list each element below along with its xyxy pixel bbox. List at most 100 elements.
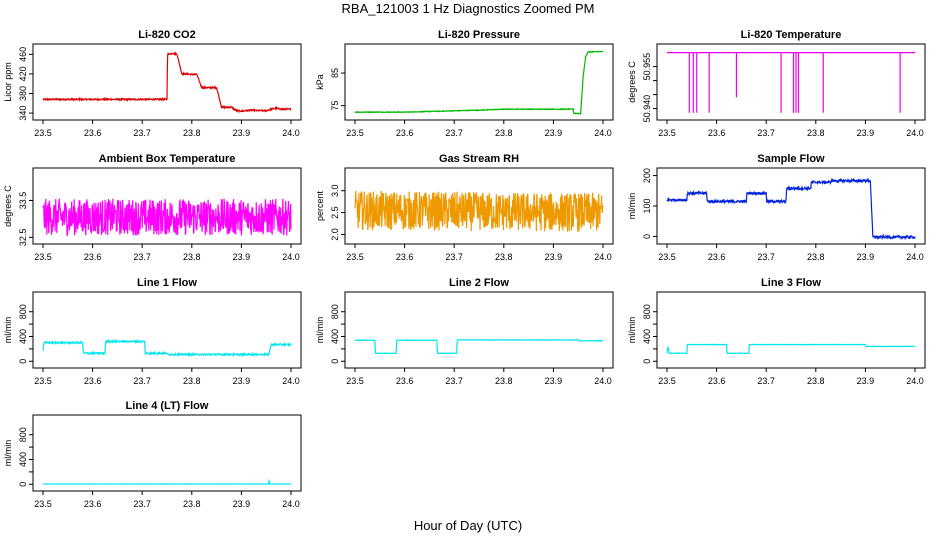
y-tick-label: 800 xyxy=(642,304,652,319)
plot-frame xyxy=(656,167,926,245)
panel-gas-stream-rh: Gas Stream RH 23.5 23.6 23.7 23.8 23.9 24.0 2.0… xyxy=(315,153,614,262)
x-tick-label: 23.7 xyxy=(757,128,775,138)
x-tick-label: 23.6 xyxy=(84,499,102,509)
y-tick-label: 100 xyxy=(642,198,652,213)
x-tick-label: 23.5 xyxy=(658,376,676,386)
series-line-sample-flow xyxy=(666,177,916,241)
y-axis-label: degrees C xyxy=(627,61,637,103)
plot-frame xyxy=(344,291,614,369)
panel-line-4-lt-flow: Line 4 (LT) Flow 23.5 23.6 23.7 23.8 23.9 24.0… xyxy=(3,400,302,509)
y-tick-label: 420 xyxy=(18,66,28,81)
y-tick-label: 380 xyxy=(18,86,28,101)
x-tick-label: 23.8 xyxy=(807,252,825,262)
x-tick-label: 23.7 xyxy=(133,499,151,509)
x-tick-label: 23.5 xyxy=(34,499,52,509)
y-tick-label: 85 xyxy=(330,68,340,78)
x-tick-label: 23.5 xyxy=(34,376,52,386)
y-tick-label: 0 xyxy=(18,359,28,364)
plot-frame xyxy=(344,43,614,121)
x-tick-label: 23.5 xyxy=(34,252,52,262)
figure-title: RBA_121003 1 Hz Diagnostics Zoomed PM xyxy=(341,1,595,16)
panel-li-820-pressure: Li-820 Pressure 23.5 23.6 23.7 23.8 23.9 24.0 7… xyxy=(315,29,614,138)
y-axis-label: Licor ppm xyxy=(3,62,13,102)
x-tick-label: 23.6 xyxy=(84,376,102,386)
x-tick-label: 23.9 xyxy=(545,128,563,138)
x-tick-label: 23.8 xyxy=(183,128,201,138)
plot-frame xyxy=(656,43,926,121)
y-tick-label: 3.0 xyxy=(330,184,340,197)
x-tick-label: 23.8 xyxy=(183,252,201,262)
plot-frame xyxy=(344,167,614,245)
panel-title: Line 3 Flow xyxy=(761,277,821,289)
y-tick-label: 33.5 xyxy=(18,192,28,210)
panel-ambient-box-temperature: Ambient Box Temperature 23.5 23.6 23.7 23.8 2… xyxy=(3,153,302,262)
y-tick-label: 0 xyxy=(330,359,340,364)
series-line-line-1-flow xyxy=(42,338,292,358)
x-tick-label: 23.9 xyxy=(545,252,563,262)
x-tick-label: 23.8 xyxy=(183,376,201,386)
y-tick-label: 800 xyxy=(18,427,28,442)
x-tick-label: 23.7 xyxy=(133,252,151,262)
x-tick-label: 23.7 xyxy=(757,376,775,386)
panel-title: Line 1 Flow xyxy=(137,277,197,289)
x-tick-label: 23.6 xyxy=(84,252,102,262)
x-tick-label: 24.0 xyxy=(594,252,612,262)
y-tick-label: 400 xyxy=(18,452,28,467)
panel-title: Sample Flow xyxy=(757,153,825,165)
x-tick-label: 23.8 xyxy=(183,499,201,509)
y-tick-label: 2.5 xyxy=(330,206,340,219)
y-tick-label: 800 xyxy=(330,304,340,319)
y-tick-label: 0 xyxy=(642,234,652,239)
x-tick-label: 23.5 xyxy=(346,376,364,386)
y-tick-label: 200 xyxy=(642,168,652,183)
y-axis-label: kPa xyxy=(315,74,325,90)
plot-frame xyxy=(32,291,302,369)
x-tick-label: 24.0 xyxy=(594,376,612,386)
x-axis-caption: Hour of Day (UTC) xyxy=(413,518,523,533)
panel-title: Line 2 Flow xyxy=(449,277,509,289)
panel-title: Gas Stream RH xyxy=(439,153,519,165)
x-tick-label: 23.7 xyxy=(445,376,463,386)
y-axis-label: ml/min xyxy=(3,440,13,467)
x-tick-label: 23.5 xyxy=(346,252,364,262)
y-tick-label: 800 xyxy=(18,304,28,319)
y-tick-label: 50.940 xyxy=(642,95,652,123)
x-tick-label: 23.7 xyxy=(133,128,151,138)
panel-title: Line 4 (LT) Flow xyxy=(126,400,209,412)
x-tick-label: 23.6 xyxy=(396,376,414,386)
y-tick-label: 75 xyxy=(330,101,340,111)
y-tick-label: 50.955 xyxy=(642,53,652,81)
plot-frame xyxy=(32,167,302,245)
x-tick-label: 23.9 xyxy=(233,252,251,262)
x-tick-label: 23.8 xyxy=(495,128,513,138)
x-tick-label: 23.6 xyxy=(708,376,726,386)
x-tick-label: 23.9 xyxy=(857,128,875,138)
x-tick-label: 23.8 xyxy=(807,128,825,138)
x-tick-label: 24.0 xyxy=(906,252,924,262)
series-line-li-820-temperature xyxy=(667,51,915,113)
panel-sample-flow: Sample Flow 23.5 23.6 23.7 23.8 23.9 24.0 0 100 2… xyxy=(627,153,926,262)
series-line-line-3-flow xyxy=(666,343,915,355)
x-tick-label: 24.0 xyxy=(282,499,300,509)
panel-line-3-flow: Line 3 Flow 23.5 23.6 23.7 23.8 23.9 24.0 0 400 8… xyxy=(627,277,926,386)
x-tick-label: 23.9 xyxy=(857,376,875,386)
x-tick-label: 24.0 xyxy=(906,128,924,138)
panel-title: Li-820 CO2 xyxy=(138,29,195,41)
series-line-gas-stream-rh xyxy=(354,190,604,232)
x-tick-label: 23.7 xyxy=(445,128,463,138)
y-axis-label: percent xyxy=(315,190,325,221)
x-tick-label: 24.0 xyxy=(594,128,612,138)
y-tick-label: 340 xyxy=(18,106,28,121)
x-tick-label: 23.6 xyxy=(396,128,414,138)
x-tick-label: 23.7 xyxy=(133,376,151,386)
x-tick-label: 23.6 xyxy=(708,252,726,262)
y-tick-label: 2.0 xyxy=(330,228,340,241)
panel-title: Li-820 Pressure xyxy=(438,29,520,41)
plot-frame xyxy=(656,291,926,369)
y-axis-label: ml/min xyxy=(627,317,637,344)
y-axis-label: ml/min xyxy=(315,317,325,344)
y-tick-label: 0 xyxy=(18,482,28,487)
y-tick-label: 0 xyxy=(642,359,652,364)
x-tick-label: 24.0 xyxy=(282,128,300,138)
